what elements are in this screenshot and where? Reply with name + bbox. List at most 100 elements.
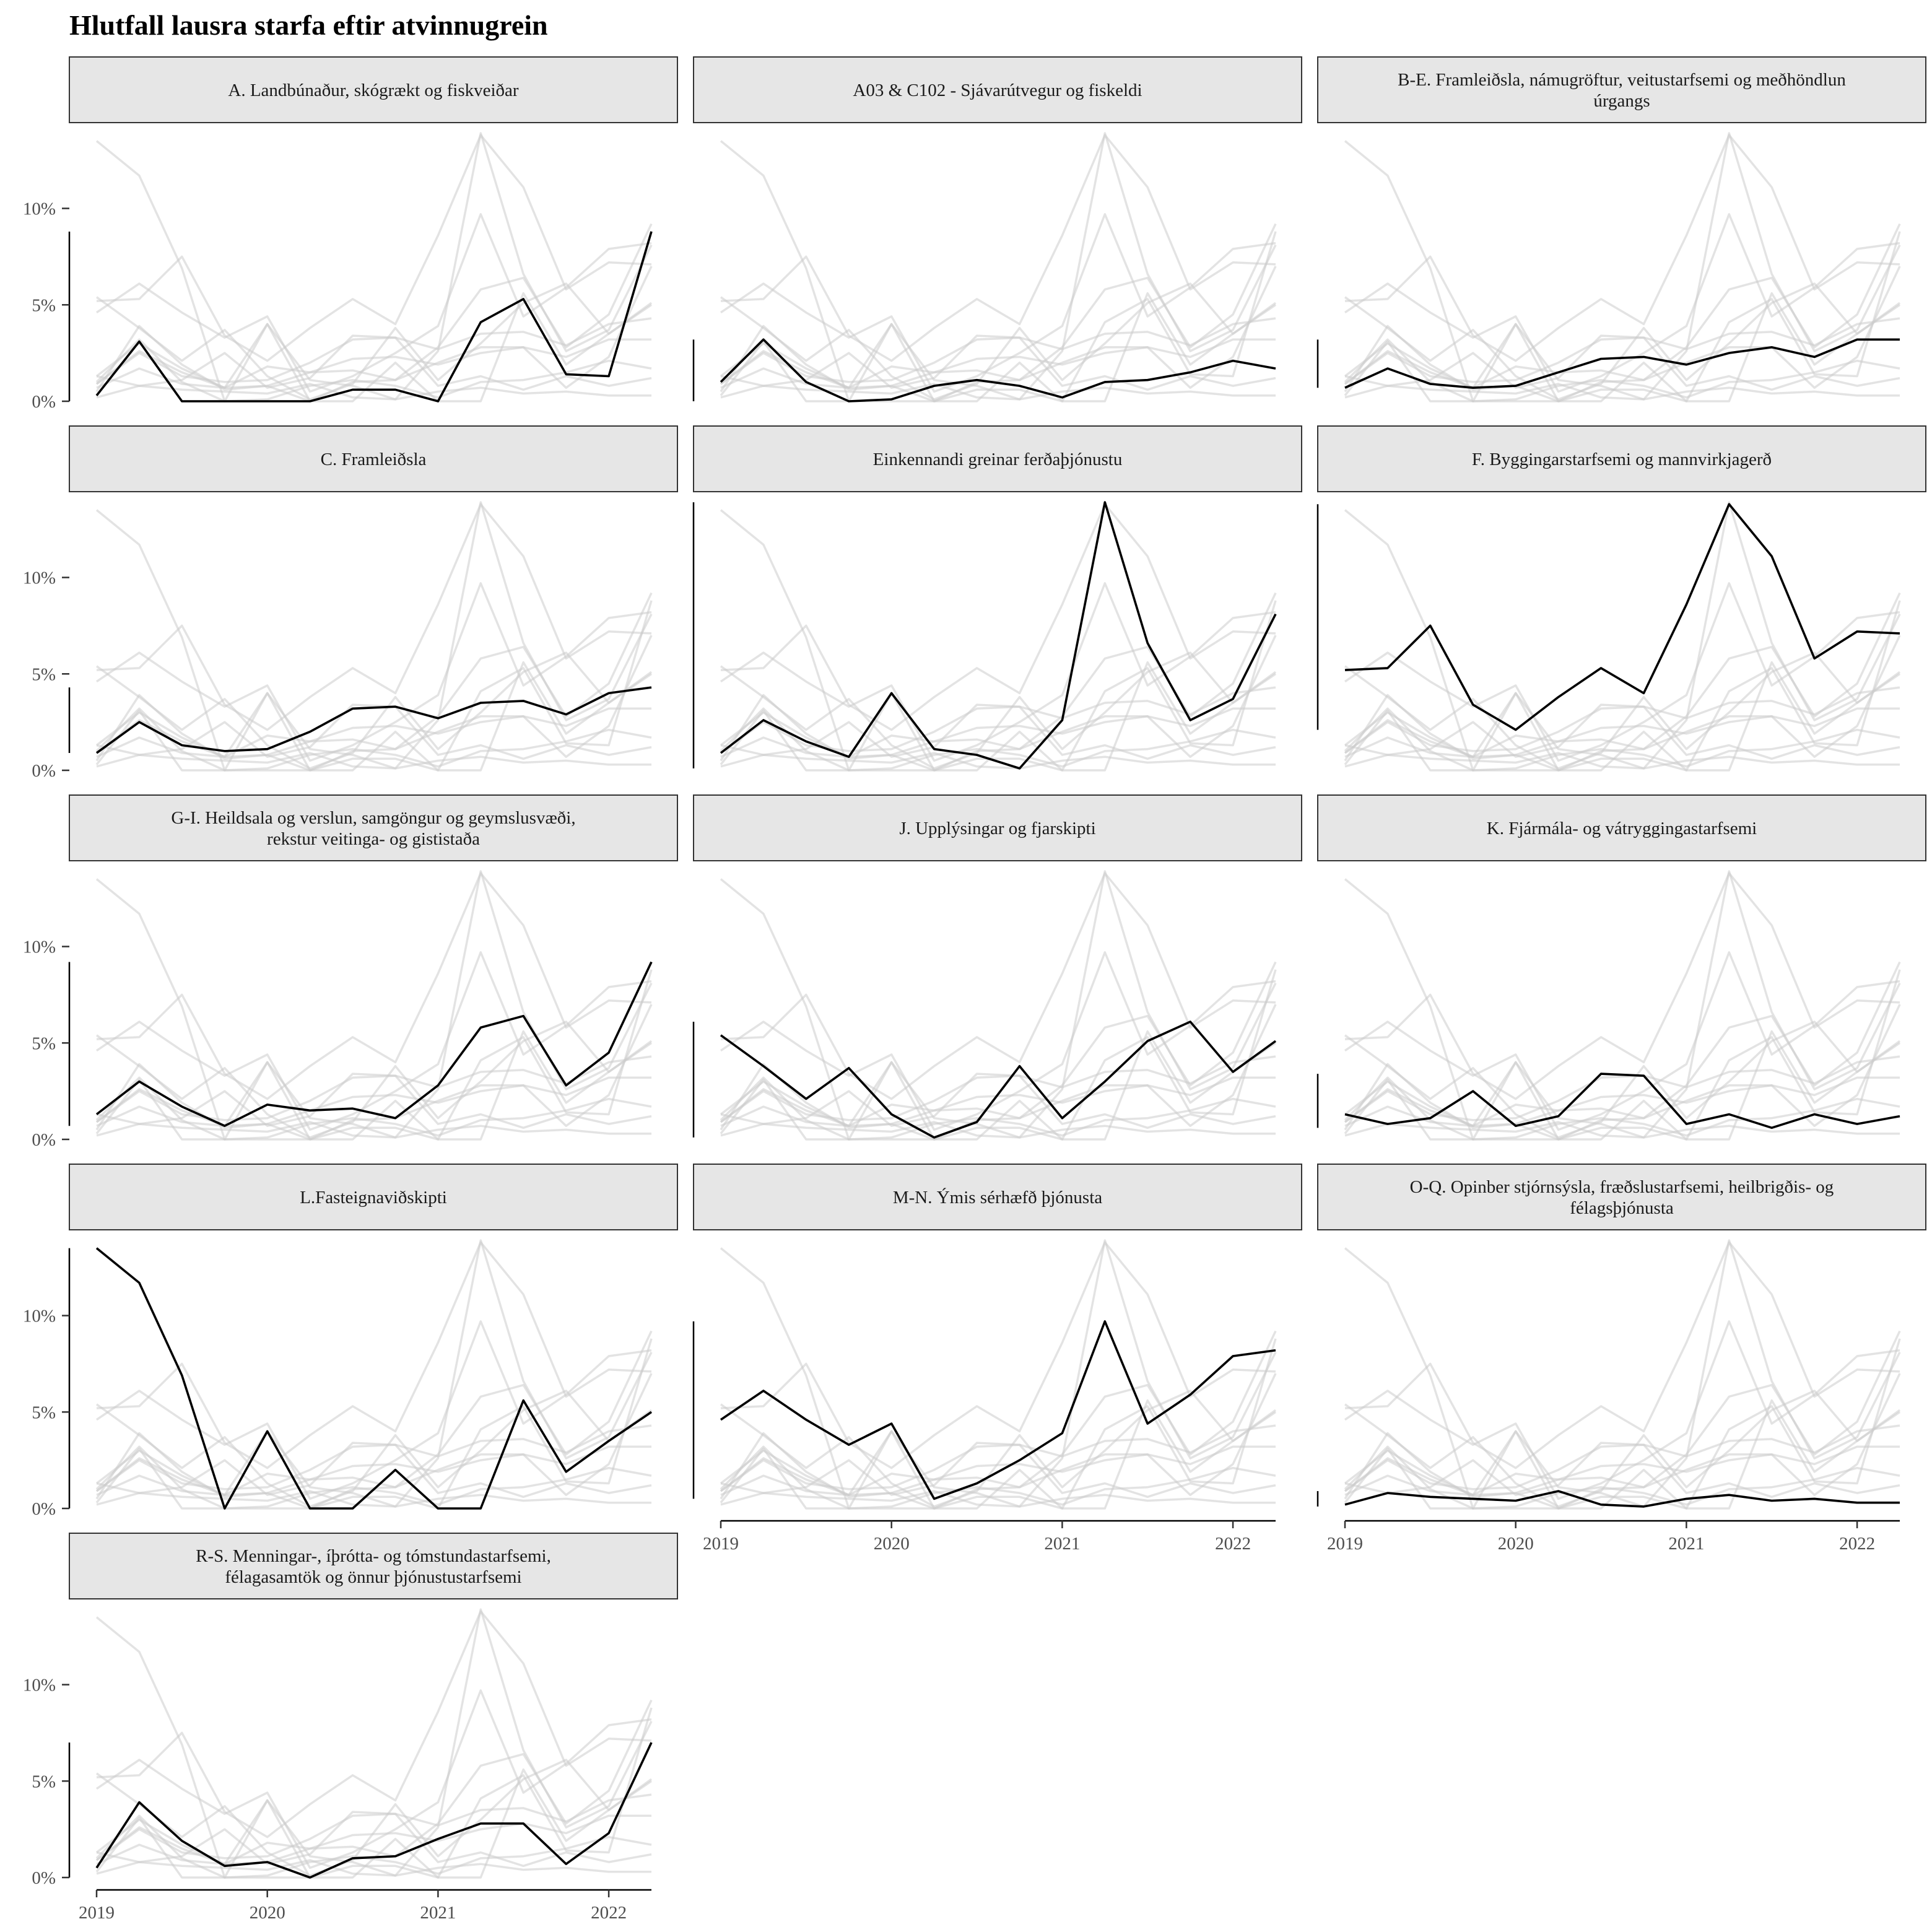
panel-title: A03 & C102 - Sjávarútvegur og fiskeldi	[853, 80, 1142, 100]
series-line	[720, 501, 1277, 770]
background-series-line	[1344, 503, 1900, 731]
panel-strip	[1317, 794, 1926, 861]
y-tick-label: 5%	[32, 295, 56, 315]
panel-strip	[1317, 56, 1926, 123]
panel: M-N. Ýmis sérhæfð þjónusta 2019 2020 2021 20…	[692, 1164, 1302, 1554]
panel-title: rekstur veitinga- og gististaða	[267, 829, 480, 849]
background-series-line	[1344, 334, 1900, 391]
y-tick-label: 10%	[23, 938, 56, 957]
panel: L.Fasteignaviðskipti 0% 5% 10%	[23, 1164, 678, 1519]
background-series-line	[96, 503, 652, 731]
background-series-line	[96, 582, 652, 762]
background-series-line	[95, 600, 653, 772]
background-series-line	[720, 635, 1277, 772]
background-series-line	[720, 1390, 1277, 1508]
background-series-line	[720, 223, 1277, 389]
background-series-line	[1344, 1445, 1900, 1496]
background-series-line	[96, 1121, 651, 1139]
background-series-line	[96, 752, 651, 770]
background-series-line	[1344, 223, 1901, 389]
background-series-line	[1344, 703, 1900, 760]
panel-title: A. Landbúnaður, skógrækt og fiskveiðar	[228, 80, 519, 100]
panel-title: félagsþjónusta	[1570, 1198, 1674, 1218]
background-series-line	[720, 1241, 1276, 1469]
background-series-line	[96, 1320, 652, 1500]
panel-title: K. Fjármála- og vátryggingastarfsemi	[1487, 819, 1757, 838]
background-series-line	[720, 686, 1276, 754]
background-series-line	[96, 134, 652, 362]
background-series-line	[720, 961, 1277, 1127]
background-series-line	[96, 213, 652, 393]
background-series-line	[95, 651, 653, 770]
background-series-line	[95, 1338, 653, 1510]
y-tick-label: 10%	[23, 1307, 56, 1326]
chart-title: Hlutfall lausra starfa eftir atvinnugrei…	[69, 9, 548, 41]
series-line	[1344, 338, 1900, 389]
background-series-line	[1344, 951, 1900, 1131]
panel: K. Fjármála- og vátryggingastarfsemi	[1316, 794, 1926, 1141]
series-line	[95, 1247, 653, 1510]
background-series-line	[1344, 961, 1901, 1127]
background-series-line	[1344, 1020, 1901, 1139]
background-series-line	[720, 1076, 1276, 1127]
series-line	[1344, 503, 1900, 731]
panel-title: O-Q. Opinber stjórnsýsla, fræðslustarfse…	[1410, 1177, 1834, 1197]
y-tick-label: 5%	[32, 1033, 56, 1053]
background-series-line	[720, 1424, 1276, 1492]
panel-strip	[693, 56, 1302, 123]
series-line	[720, 338, 1276, 402]
background-series-line	[1344, 635, 1901, 772]
panel-title: G-I. Heildsala og verslun, samgöngur og …	[171, 808, 575, 828]
background-series-line	[1344, 1320, 1900, 1500]
background-series-line	[96, 383, 651, 401]
background-series-line	[1344, 686, 1900, 754]
y-tick-label: 10%	[23, 1676, 56, 1695]
background-series-line	[95, 635, 653, 772]
background-series-line	[1344, 213, 1900, 393]
background-series-line	[95, 1020, 653, 1139]
background-series-line	[720, 1330, 1277, 1496]
panel-strip	[693, 794, 1302, 861]
background-series-line	[1344, 651, 1901, 770]
background-series-line	[720, 231, 1277, 402]
y-tick-label: 10%	[23, 199, 56, 219]
panel-title: F. Byggingarstarfsemi og mannvirkjagerð	[1472, 450, 1772, 469]
background-series-line	[720, 1442, 1276, 1499]
panel-strip	[1317, 425, 1926, 492]
background-series-line	[96, 1814, 651, 1865]
background-series-line	[95, 1424, 652, 1492]
background-series-line	[1344, 282, 1901, 401]
background-series-line	[96, 1610, 652, 1838]
background-series-line	[720, 707, 1276, 758]
background-series-line	[1344, 134, 1900, 362]
x-tick-label: 2020	[874, 1534, 910, 1554]
background-series-line	[1344, 383, 1900, 401]
panel-title: J. Upplýsingar og fjarskipti	[899, 819, 1095, 838]
background-series-line	[1344, 231, 1901, 402]
panel-title: C. Framleiðsla	[321, 450, 427, 469]
background-series-line	[1344, 1330, 1901, 1496]
panel-title: B-E. Framleiðsla, námugröftur, veitustar…	[1398, 70, 1846, 90]
background-series-line	[1344, 1121, 1900, 1139]
y-tick-label: 0%	[32, 1499, 56, 1519]
background-series-line	[720, 1373, 1277, 1510]
panel-strip	[1317, 1164, 1926, 1230]
background-series-line	[95, 223, 653, 389]
background-series-line	[95, 1055, 652, 1123]
series-line	[95, 231, 653, 402]
background-series-line	[96, 1076, 651, 1127]
background-series-line	[1344, 1338, 1901, 1510]
background-series-line	[1344, 1390, 1901, 1508]
background-series-line	[720, 134, 1276, 362]
y-tick-label: 0%	[32, 761, 56, 781]
background-series-line	[1344, 1076, 1900, 1127]
background-series-line	[95, 282, 653, 401]
panel-title: R-S. Menningar-, íþrótta- og tómstundast…	[196, 1546, 551, 1566]
background-series-line	[96, 1859, 651, 1877]
background-series-line	[96, 1689, 652, 1869]
background-series-line	[95, 266, 653, 402]
series-line	[95, 1742, 653, 1879]
panel: A. Landbúnaður, skógrækt og fiskveiðar 0%…	[23, 56, 678, 412]
background-series-line	[1344, 592, 1901, 758]
background-series-line	[95, 969, 653, 1141]
